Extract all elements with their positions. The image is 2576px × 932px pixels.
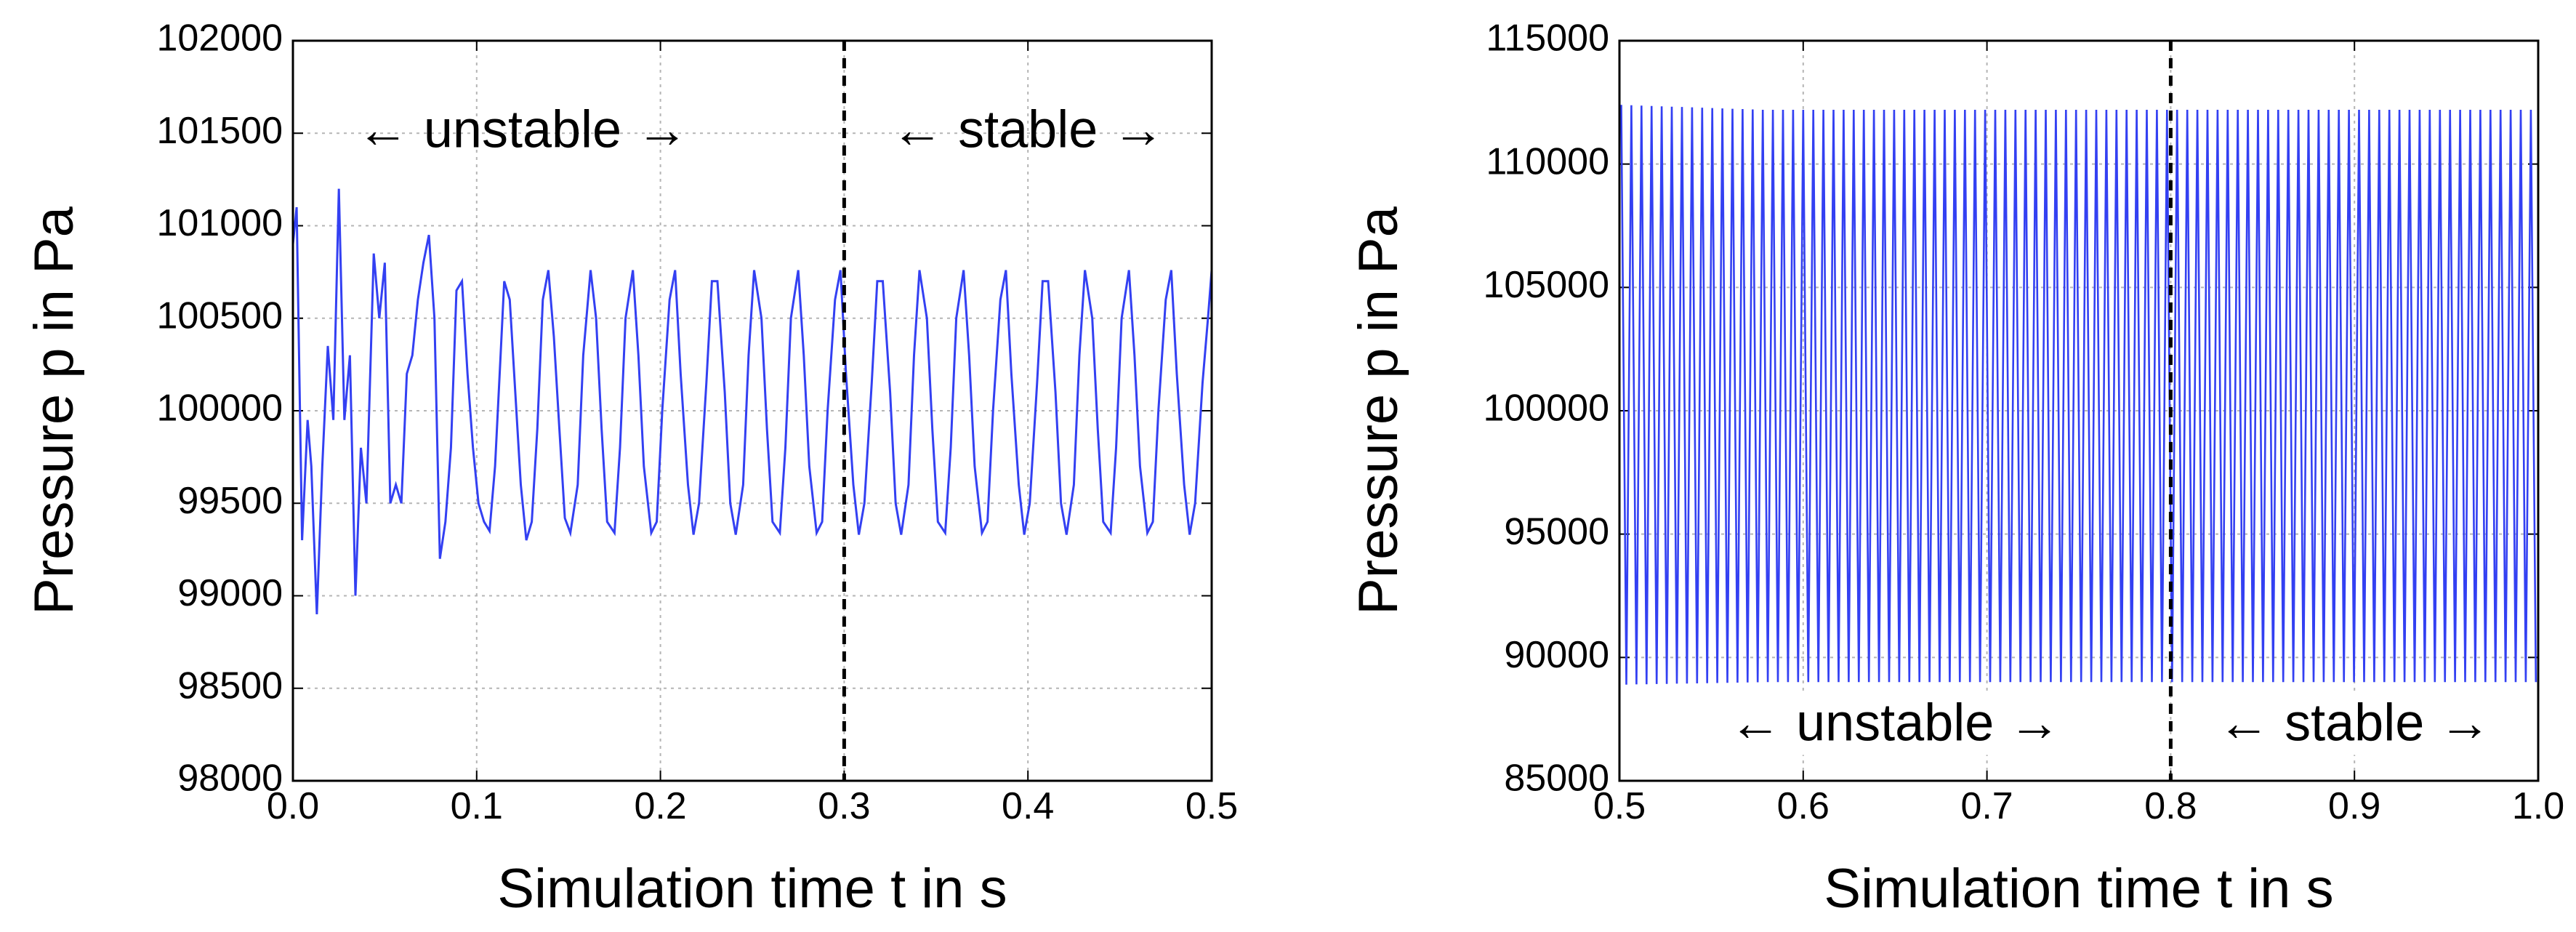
right-y-tick-label: 90000 <box>1504 634 1609 676</box>
right-x-tick-label: 0.6 <box>1777 785 1830 827</box>
left-x-tick-label: 0.4 <box>1002 785 1054 827</box>
right-plot-area <box>1620 41 2537 781</box>
left-y-tick-label: 102000 <box>156 17 283 60</box>
right-plot-frame <box>1618 39 2540 782</box>
left-y-tick-label: 100500 <box>156 294 283 337</box>
right-x-tick-label: 0.7 <box>1960 785 2013 827</box>
right-x-tick-label: 0.9 <box>2328 785 2380 827</box>
left-plot-frame <box>291 39 1213 782</box>
left-x-tick-label: 0.1 <box>451 785 503 827</box>
right-annotation-stable: ← stable → <box>2218 694 2491 752</box>
left-y-tick-label: 100000 <box>156 387 283 430</box>
left-y-tick-label: 99500 <box>177 480 283 522</box>
right-tick-labels: 0.5 0.6 0.7 0.8 0.9 1.0 85000 90000 95000 100000 1… <box>1483 17 2564 827</box>
left-y-tick-label: 98500 <box>177 664 283 707</box>
right-y-tick-label: 105000 <box>1483 264 1609 306</box>
left-x-tick-label: 0.0 <box>267 785 319 827</box>
left-x-tick-label: 0.3 <box>818 785 870 827</box>
left-y-tick-label: 101000 <box>156 202 283 244</box>
right-x-tick-label: 0.8 <box>2144 785 2197 827</box>
right-y-tick-label: 85000 <box>1504 758 1609 800</box>
right-y-tick-label: 95000 <box>1504 510 1609 553</box>
left-x-tick-label: 0.5 <box>1186 785 1238 827</box>
left-annotation-stable: ← stable → <box>891 100 1164 158</box>
right-y-tick-label: 115000 <box>1486 17 1609 60</box>
left-y-tick-label: 99000 <box>177 572 283 614</box>
left-pressure-chart: 0.0 0.1 0.2 0.3 0.4 0.5 98000 98500 99000 99500 10… <box>23 17 1238 920</box>
left-x-axis-label: Simulation time t in s <box>497 858 1007 920</box>
right-pressure-chart: 0.5 0.6 0.7 0.8 0.9 1.0 85000 90000 95000 100000 1… <box>1348 17 2564 920</box>
left-y-tick-label: 98000 <box>177 758 283 800</box>
right-annotation-stable-background <box>2209 691 2500 755</box>
left-y-axis-label: Pressure p in Pa <box>23 206 85 615</box>
right-y-tick-label: 110000 <box>1486 140 1609 182</box>
right-x-tick-label: 1.0 <box>2512 785 2564 827</box>
left-plot-area <box>291 41 1213 781</box>
right-x-tick-label: 0.5 <box>1593 785 1646 827</box>
right-y-tick-label: 100000 <box>1483 387 1609 430</box>
left-annotation-unstable: ← unstable → <box>357 100 688 158</box>
left-pressure-series-line <box>291 188 1213 615</box>
left-tick-labels: 0.0 0.1 0.2 0.3 0.4 0.5 98000 98500 99000 99500 10… <box>156 17 1238 827</box>
right-annotation-unstable-background <box>1720 691 2070 755</box>
right-x-axis-label: Simulation time t in s <box>1824 858 2333 920</box>
left-y-tick-label: 101500 <box>156 110 283 152</box>
right-y-axis-label: Pressure p in Pa <box>1348 206 1409 615</box>
right-annotation-unstable: ← unstable → <box>1729 694 2061 752</box>
right-pressure-series-line <box>1620 105 2537 685</box>
left-x-tick-label: 0.2 <box>634 785 686 827</box>
